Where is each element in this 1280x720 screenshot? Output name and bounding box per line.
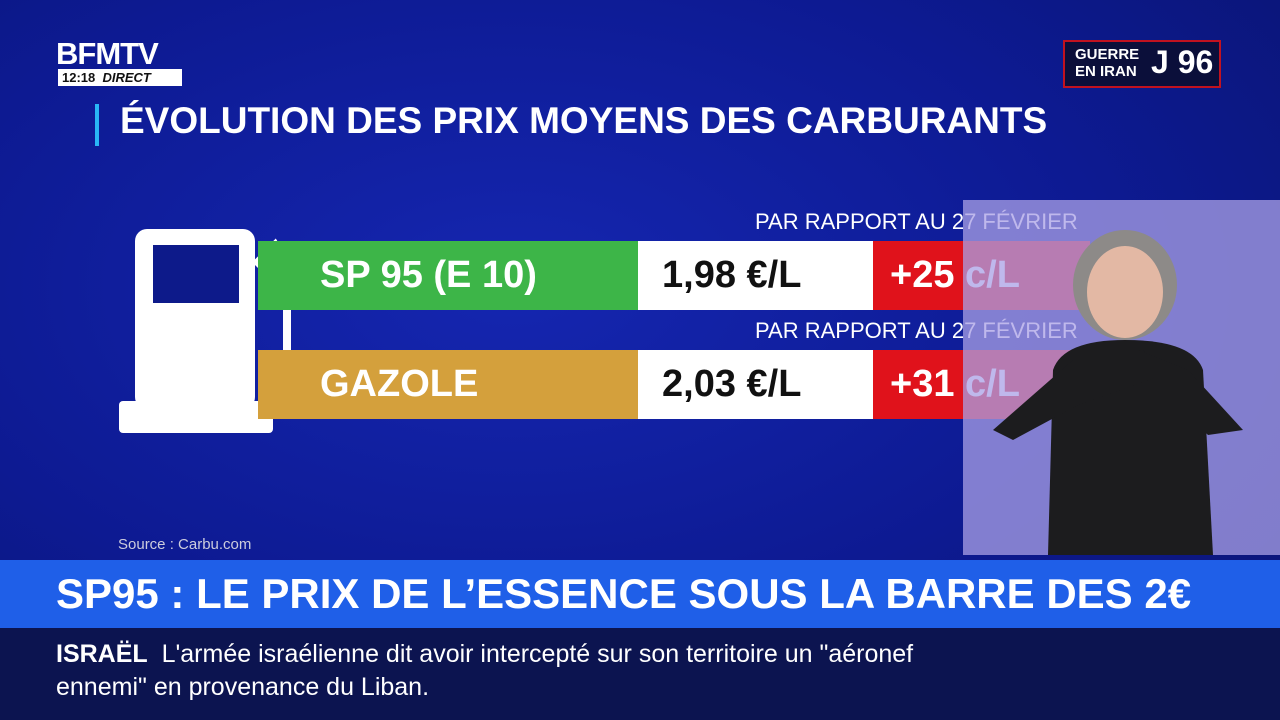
pump-icon <box>119 229 291 433</box>
ticker-label: ISRAËL <box>56 640 148 668</box>
badge-text: GUERRE EN IRAN <box>1075 46 1139 80</box>
interpreter <box>993 230 1243 555</box>
badge-line: GUERRE <box>1075 46 1140 63</box>
price: 2,03 €/L <box>638 350 873 419</box>
badge-day: J 96 <box>1151 44 1214 80</box>
ticker-line: ISRAËL L'armée israélienne dit avoir int… <box>56 638 936 704</box>
source: Source : Carbu.com <box>118 536 252 553</box>
live-bar: 12:18 DIRECT <box>58 69 182 86</box>
badge: GUERRE EN IRAN J 96 <box>1063 40 1221 88</box>
ticker-text: L'armée israélienne dit avoir intercepté… <box>56 640 914 701</box>
badge-line: EN IRAN <box>1075 63 1137 80</box>
ticker: ISRAËL L'armée israélienne dit avoir int… <box>0 628 1280 720</box>
logo: BFMTV <box>56 36 159 71</box>
fuel-name: SP 95 (E 10) <box>258 241 638 310</box>
live: DIRECT <box>102 70 151 85</box>
headline-text: SP95 : LE PRIX DE L’ESSENCE SOUS LA BARR… <box>56 570 1192 617</box>
price: 1,98 €/L <box>638 241 873 310</box>
title-accent <box>95 104 99 146</box>
fuel-name: GAZOLE <box>258 350 638 419</box>
headline: SP95 : LE PRIX DE L’ESSENCE SOUS LA BARR… <box>0 560 1280 628</box>
time: 12:18 <box>62 70 96 85</box>
title: ÉVOLUTION DES PRIX MOYENS DES CARBURANTS <box>120 100 1048 141</box>
sign-language-inset <box>963 200 1280 555</box>
